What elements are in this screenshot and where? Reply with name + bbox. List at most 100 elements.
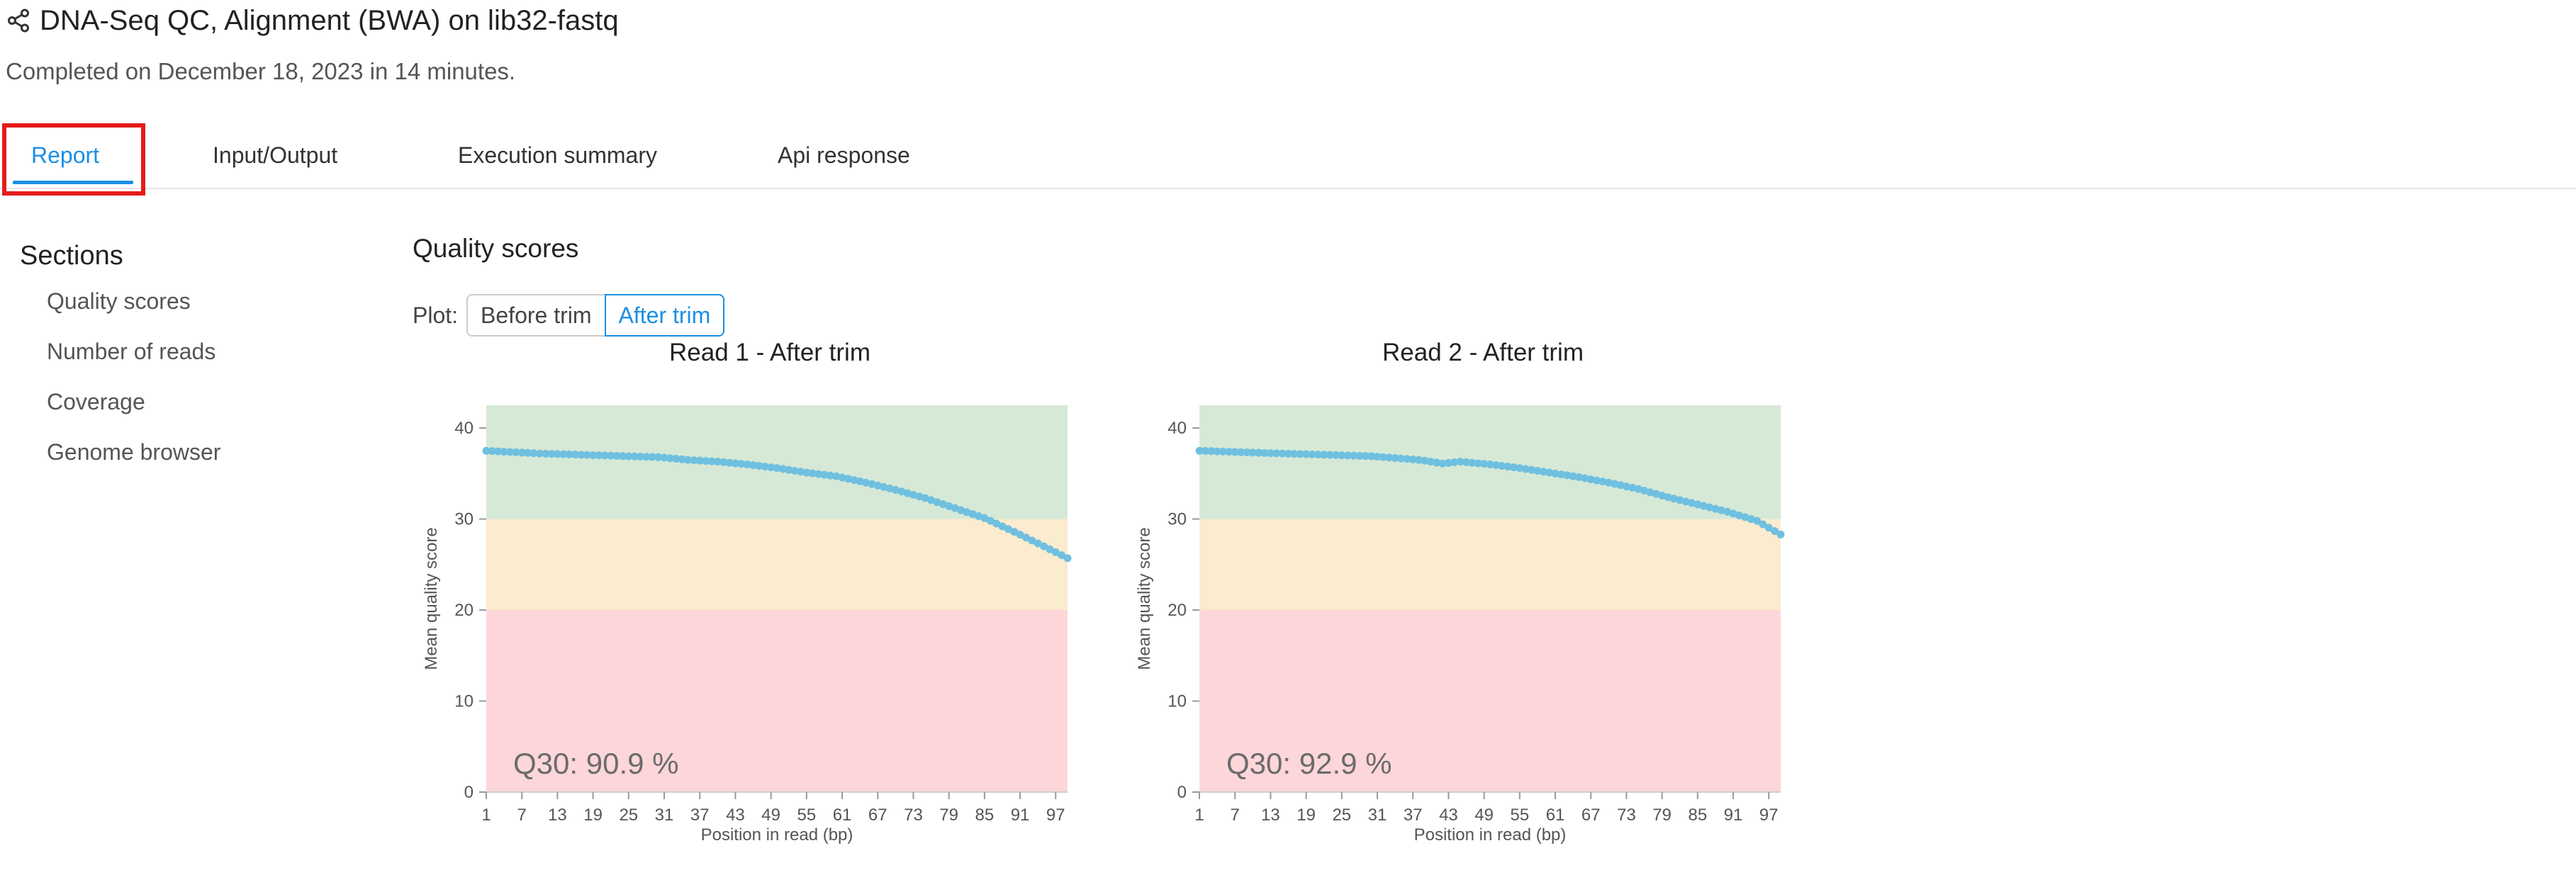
data-point xyxy=(1563,471,1572,480)
data-point xyxy=(1195,446,1204,455)
data-point xyxy=(885,484,894,492)
x-tick-label: 13 xyxy=(548,806,567,825)
data-point xyxy=(1669,495,1678,503)
y-tick-label: 20 xyxy=(454,601,474,620)
sidebar-item-quality-scores[interactable]: Quality scores xyxy=(47,288,191,314)
sidebar-item-coverage[interactable]: Coverage xyxy=(47,389,145,414)
data-point xyxy=(1040,542,1048,550)
data-point xyxy=(1759,520,1767,529)
x-tick-label: 79 xyxy=(1652,806,1671,825)
data-point xyxy=(832,472,841,480)
data-point xyxy=(713,458,722,466)
data-point xyxy=(844,475,852,483)
sidebar-item-genome-browser[interactable]: Genome browser xyxy=(47,439,221,465)
data-point xyxy=(820,470,829,479)
y-tick-label: 10 xyxy=(454,692,474,711)
data-point xyxy=(589,451,598,459)
data-point xyxy=(1480,460,1489,468)
data-point xyxy=(856,477,864,485)
plot-label: Plot: xyxy=(413,302,459,328)
y-tick-label: 30 xyxy=(454,510,474,529)
data-point xyxy=(1379,453,1387,461)
x-tick-label: 1 xyxy=(1194,806,1204,825)
data-point xyxy=(850,476,858,485)
quality-band-0 xyxy=(486,610,1068,792)
data-point xyxy=(618,452,627,461)
data-point xyxy=(1320,451,1328,459)
data-point xyxy=(1308,450,1316,458)
quality-band-2 xyxy=(486,405,1068,519)
share-icon[interactable] xyxy=(6,8,31,33)
y-tick-label: 10 xyxy=(1167,692,1187,711)
data-point xyxy=(1058,551,1066,560)
data-point xyxy=(998,522,1007,531)
data-point xyxy=(1551,469,1559,478)
before-trim-button[interactable]: Before trim xyxy=(466,294,606,337)
data-point xyxy=(1444,458,1452,467)
x-tick-label: 37 xyxy=(1404,806,1423,825)
data-point xyxy=(1278,449,1287,458)
data-point xyxy=(1652,490,1660,498)
tab-execution-summary[interactable]: Execution summary xyxy=(458,142,657,168)
data-point xyxy=(945,502,953,510)
data-point xyxy=(1385,453,1394,462)
quality-chart-read-1: 0 10 20 30 40 1 7 13 19 25 31 37 43 49 55 61 67 73 79 85 91 9… xyxy=(422,405,1072,844)
data-point xyxy=(1676,496,1684,504)
y-tick-label: 0 xyxy=(464,783,474,802)
tab-report[interactable]: Report xyxy=(31,142,100,168)
x-tick-label: 31 xyxy=(1368,806,1387,825)
header: DNA-Seq QC, Alignment (BWA) on lib32-fas… xyxy=(6,0,619,41)
q30-annotation: Q30: 90.9 % xyxy=(513,747,678,780)
data-point xyxy=(1051,548,1060,556)
x-tick-label: 25 xyxy=(1332,806,1351,825)
x-tick-label: 61 xyxy=(1546,806,1565,825)
data-point xyxy=(880,482,888,491)
plot-toggle: Plot: Before trim After trim xyxy=(413,294,725,337)
data-point xyxy=(1046,545,1054,553)
data-point xyxy=(1290,450,1299,458)
data-point xyxy=(654,453,663,461)
after-trim-button[interactable]: After trim xyxy=(604,294,725,337)
data-point xyxy=(1450,458,1459,467)
data-point xyxy=(992,519,1001,528)
data-point xyxy=(1415,456,1423,464)
sidebar-item-number-of-reads[interactable]: Number of reads xyxy=(47,339,216,364)
data-point xyxy=(1373,453,1382,461)
data-point xyxy=(1711,504,1720,513)
data-point xyxy=(695,456,704,465)
data-point xyxy=(1741,513,1749,521)
data-point xyxy=(1753,516,1762,525)
data-point xyxy=(637,452,645,461)
x-tick-label: 91 xyxy=(1724,806,1743,825)
tab-bar: Report Input/Output Execution summary Ap… xyxy=(0,124,2576,189)
data-point xyxy=(1302,450,1311,458)
data-point xyxy=(921,494,929,502)
chart-title-read-1: Read 1 - After trim xyxy=(669,339,870,366)
tab-input-output[interactable]: Input/Output xyxy=(213,142,338,168)
data-point xyxy=(1557,470,1565,479)
data-point xyxy=(1664,493,1672,502)
x-tick-label: 49 xyxy=(1474,806,1494,825)
data-point xyxy=(767,463,775,472)
data-point xyxy=(1581,474,1589,482)
x-tick-label: 73 xyxy=(1617,806,1636,825)
x-tick-label: 79 xyxy=(939,806,958,825)
data-point xyxy=(1063,554,1072,563)
data-point xyxy=(719,458,728,466)
data-point xyxy=(535,449,544,458)
data-point xyxy=(672,455,681,463)
data-point xyxy=(494,447,503,456)
data-point xyxy=(565,450,573,458)
x-tick-label: 19 xyxy=(583,806,603,825)
data-point xyxy=(749,461,758,470)
data-point xyxy=(778,465,787,473)
data-point xyxy=(1207,447,1216,456)
sidebar-heading: Sections xyxy=(20,241,123,271)
tab-api-response[interactable]: Api response xyxy=(778,142,910,168)
data-point xyxy=(1717,506,1725,514)
data-point xyxy=(1747,515,1755,524)
data-point xyxy=(1468,458,1477,467)
data-point xyxy=(678,455,686,463)
data-point xyxy=(1004,525,1012,533)
data-point xyxy=(796,468,805,476)
